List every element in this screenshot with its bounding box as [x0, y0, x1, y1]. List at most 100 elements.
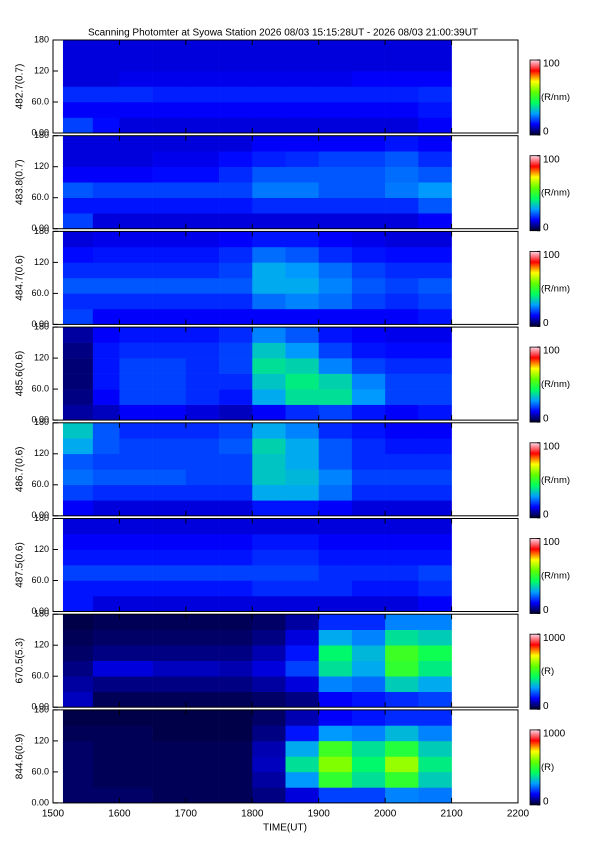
colorbar — [529, 538, 541, 614]
heat-cell — [92, 308, 120, 325]
heat-cell — [351, 438, 386, 455]
heat-cell — [318, 213, 353, 229]
heat-cell — [418, 438, 452, 455]
heat-cell — [119, 518, 153, 535]
heat-cell — [119, 86, 153, 103]
heat-cell — [351, 771, 386, 788]
heat-cell — [285, 182, 320, 198]
heat-cell — [62, 102, 94, 118]
heat-cell — [62, 740, 94, 757]
heat-cell — [152, 740, 187, 757]
heat-cell — [219, 358, 253, 374]
heat-cell — [318, 691, 353, 708]
panel-frame — [52, 135, 519, 230]
heat-cell — [285, 676, 320, 692]
heat-cell — [219, 676, 253, 692]
heat-cell — [285, 660, 320, 677]
heat-cell — [152, 709, 187, 726]
heat-cell — [285, 549, 320, 566]
heat-cell — [252, 40, 286, 56]
heat-cell — [219, 453, 253, 470]
heat-cell — [119, 40, 153, 56]
heat-cell — [92, 117, 120, 134]
heat-cell — [119, 740, 153, 757]
heat-cell — [418, 246, 452, 263]
heat-cell — [152, 629, 187, 646]
heat-cell — [252, 676, 286, 692]
heat-cell — [152, 518, 187, 535]
heat-cell — [119, 102, 153, 118]
heat-cell — [351, 725, 386, 742]
heat-cell — [185, 102, 220, 118]
heat-cell — [351, 596, 386, 612]
heat-cell — [119, 308, 153, 325]
heat-cell — [252, 596, 286, 612]
panel-frame — [52, 230, 519, 325]
heat-cell — [219, 40, 253, 56]
heat-cell — [318, 308, 353, 325]
heat-cell — [152, 614, 187, 630]
panel-frame — [52, 39, 519, 134]
heat-cell — [351, 549, 386, 566]
heat-cell — [318, 518, 353, 535]
heat-cell — [285, 691, 320, 708]
heat-cell — [92, 596, 120, 612]
heat-cell — [119, 197, 153, 214]
heat-cell — [351, 580, 386, 597]
y-tick-label: 120 — [34, 544, 49, 554]
y-tick-label: 60.0 — [31, 192, 49, 202]
colorbar — [529, 729, 541, 806]
heat-cell — [318, 166, 353, 183]
heat-cell — [152, 756, 187, 773]
heat-cell — [285, 262, 320, 279]
heat-cell — [219, 596, 253, 612]
heat-cell — [62, 614, 94, 630]
heat-cell — [62, 660, 94, 677]
heat-cell — [385, 580, 419, 597]
heat-cell — [418, 422, 452, 439]
heat-cell — [285, 771, 320, 788]
heat-cell — [351, 422, 386, 439]
heat-cell — [62, 645, 94, 661]
heat-cell — [62, 787, 94, 804]
heat-cell — [351, 71, 386, 87]
y-tick-label: 60.0 — [31, 383, 49, 393]
heat-cell — [92, 484, 120, 501]
heat-cell — [92, 691, 120, 708]
heat-cell — [92, 293, 120, 310]
heat-cell — [92, 213, 120, 229]
heat-cell — [285, 277, 320, 294]
heat-cell — [219, 262, 253, 279]
y-tick-label: 120 — [34, 352, 49, 362]
heat-cell — [385, 565, 419, 581]
heat-cell — [385, 549, 419, 566]
heat-cell — [385, 40, 419, 56]
heat-cell — [219, 565, 253, 581]
heat-cell — [62, 308, 94, 325]
heat-cell — [92, 645, 120, 661]
heat-cell — [351, 453, 386, 470]
heat-cell — [185, 740, 220, 757]
heat-cell — [252, 404, 286, 421]
heat-cell — [219, 197, 253, 214]
colorbar-unit: (R/nm) — [541, 92, 570, 103]
heat-cell — [119, 422, 153, 439]
heat-cell — [385, 373, 419, 390]
heat-cell — [92, 469, 120, 486]
heat-cell — [219, 484, 253, 501]
heat-cell — [385, 262, 419, 279]
heat-cell — [62, 40, 94, 56]
heat-cell — [285, 453, 320, 470]
heat-cell — [92, 453, 120, 470]
y-tick-label: 180 — [34, 321, 49, 331]
heat-cell — [185, 709, 220, 726]
heat-cell — [219, 438, 253, 455]
heat-cell — [152, 580, 187, 597]
heat-cell — [219, 213, 253, 229]
heat-cell — [385, 614, 419, 630]
heat-cell — [92, 787, 120, 804]
heat-cell — [418, 342, 452, 359]
y-tick-label: 120 — [34, 65, 49, 75]
heat-cell — [62, 277, 94, 294]
heat-cell — [92, 771, 120, 788]
